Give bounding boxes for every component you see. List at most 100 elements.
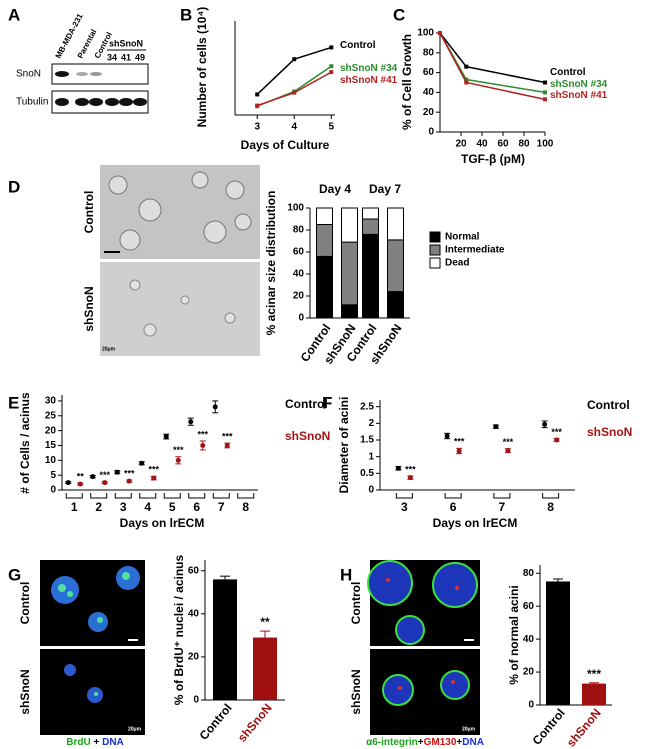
row-label: shSnoN — [82, 286, 96, 331]
acinus — [432, 562, 478, 608]
micrograph — [100, 262, 260, 356]
y-tick-label: 1.5 — [360, 435, 374, 446]
x-axis-label: Days on lrECM — [433, 516, 518, 530]
nucleus — [58, 584, 66, 592]
panel-label: E — [8, 393, 19, 412]
group-label: Day 4 — [319, 182, 351, 196]
stain-separator: + — [456, 737, 462, 748]
point — [90, 474, 96, 480]
acinus — [395, 615, 425, 645]
scale-bar-label: 20μm — [102, 346, 116, 352]
panel-label: A — [8, 5, 20, 24]
scale-bar-label: 20μm — [462, 726, 476, 732]
x-tick-label: 7 — [499, 500, 506, 514]
y-tick-label: 80 — [293, 225, 305, 236]
scale-bar-label: 20μm — [128, 726, 142, 732]
acinus — [367, 560, 413, 606]
point — [163, 434, 169, 440]
stain: DNA — [102, 737, 124, 748]
bar-segment — [316, 207, 333, 225]
stain: DNA — [462, 737, 484, 748]
point — [464, 77, 469, 82]
x-tick-label: Control — [197, 701, 235, 743]
x-bracket — [212, 493, 230, 499]
acinus — [440, 670, 470, 700]
point — [139, 460, 145, 466]
x-bracket — [163, 493, 181, 499]
row-label: Tubulin — [16, 97, 48, 108]
nucleus — [97, 617, 103, 623]
band — [105, 98, 119, 106]
row-label: shSnoN — [18, 669, 32, 714]
acinus — [129, 279, 141, 291]
significance: *** — [551, 427, 562, 437]
lane-label: 41 — [121, 52, 131, 62]
y-tick-label: 40 — [523, 634, 535, 645]
stain: BrdU — [66, 737, 90, 748]
y-axis-label: Diameter of acini — [337, 397, 351, 494]
panel-label: B — [180, 5, 192, 24]
bar — [253, 637, 277, 700]
legend-label: Dead — [445, 258, 469, 269]
x-bracket — [395, 493, 413, 499]
significance: ** — [260, 615, 270, 629]
series-label: Control — [285, 397, 328, 411]
x-bracket — [188, 493, 206, 499]
y-axis-label: Number of cells (10⁴) — [195, 7, 209, 128]
x-axis-label: Days on lrECM — [120, 516, 205, 530]
legend-swatch — [429, 231, 441, 243]
golgi — [455, 586, 459, 590]
lane-group-label: shSnoN — [109, 38, 143, 48]
series-line — [256, 65, 332, 107]
series-label: Control — [587, 398, 630, 412]
bar-segment — [362, 207, 379, 220]
point — [554, 437, 560, 443]
panel-label: G — [8, 565, 21, 584]
x-tick-label: 2 — [95, 500, 102, 514]
stain: GM130 — [424, 737, 457, 748]
significance: *** — [197, 429, 208, 439]
point — [212, 404, 218, 410]
y-axis-label: % of Cell Growth — [400, 34, 414, 130]
y-axis-label: # of Cells / acinus — [18, 392, 32, 494]
point — [542, 421, 548, 427]
series-line — [256, 46, 332, 95]
point — [114, 469, 120, 475]
y-tick-label: 0 — [428, 127, 434, 138]
x-tick-label: 3 — [254, 122, 260, 133]
y-tick-label: 60 — [293, 247, 305, 258]
y-axis-label: % of normal acini — [507, 585, 521, 684]
x-tick-label: 5 — [169, 500, 176, 514]
series-label: shSnoN #34 — [340, 63, 398, 74]
series-label: Control — [340, 40, 376, 51]
point — [65, 480, 71, 486]
x-tick-label: Control — [530, 706, 568, 748]
x-bracket — [114, 493, 132, 499]
bar — [582, 683, 606, 705]
y-tick-label: 2 — [368, 418, 374, 429]
y-tick-label: 30 — [45, 396, 57, 407]
golgi — [451, 680, 455, 684]
point — [464, 64, 469, 69]
point — [126, 478, 132, 484]
point — [224, 442, 230, 448]
stain-separator: + — [418, 737, 424, 748]
x-tick-label: 80 — [518, 139, 530, 150]
band — [75, 98, 89, 106]
point — [188, 419, 194, 425]
series-label: shSnoN — [285, 429, 330, 443]
x-tick-label: 6 — [450, 500, 457, 514]
band — [89, 98, 103, 106]
point — [493, 424, 499, 430]
band — [55, 98, 69, 106]
significance: *** — [173, 445, 184, 455]
x-tick-label: 3 — [120, 500, 127, 514]
y-tick-label: 80 — [423, 47, 435, 58]
y-tick-label: 20 — [423, 107, 435, 118]
y-tick-label: 40 — [293, 269, 305, 280]
x-bracket — [237, 493, 255, 499]
series-line — [439, 32, 546, 84]
acinus — [225, 180, 245, 200]
x-bracket — [139, 493, 157, 499]
